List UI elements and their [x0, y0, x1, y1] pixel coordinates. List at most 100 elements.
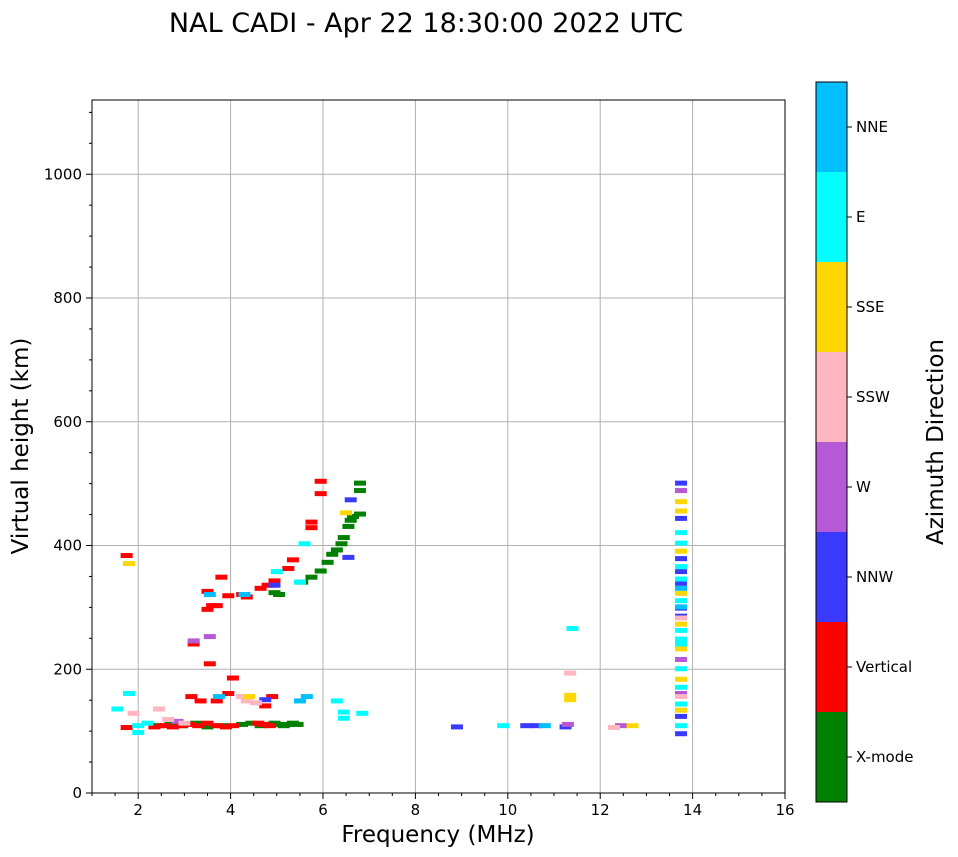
echo-point: [120, 553, 133, 559]
echo-point: [675, 508, 688, 514]
x-tick-label: 10: [498, 801, 517, 819]
colorbar-label-e: E: [856, 208, 865, 226]
echo-point: [259, 697, 272, 703]
echo-point: [132, 729, 145, 735]
echo-point: [305, 525, 318, 531]
echo-point: [282, 566, 295, 572]
echo-point: [213, 694, 226, 700]
echo-point: [342, 554, 355, 560]
echo-point: [203, 661, 216, 667]
x-tick-label: 14: [683, 801, 702, 819]
echo-point: [330, 547, 343, 553]
echo-point: [675, 540, 688, 546]
echo-point: [675, 598, 688, 604]
y-tick-label: 800: [53, 289, 82, 307]
y-tick-label: 1000: [44, 165, 82, 183]
echo-point: [340, 510, 353, 516]
echo-point: [236, 694, 249, 700]
echo-point: [675, 621, 688, 627]
echo-point: [614, 723, 627, 729]
colorbar-label-vertical: Vertical: [856, 658, 912, 676]
echo-point: [675, 684, 688, 690]
echo-point: [201, 720, 214, 726]
echo-point: [120, 725, 133, 731]
echo-point: [675, 713, 688, 719]
echo-point: [675, 636, 688, 642]
echo-point: [243, 694, 256, 700]
echo-point: [529, 723, 542, 729]
echo-point: [675, 515, 688, 521]
colorbar-label-w: W: [856, 478, 871, 496]
azimuth-colorbar: X-mode Vertical NNW W SSW SSE E NNE: [815, 81, 913, 803]
colorbar-frame: [815, 81, 848, 803]
echo-point: [254, 585, 267, 591]
echo-point: [353, 480, 366, 486]
colorbar-label-sse: SSE: [856, 298, 885, 316]
echo-point: [226, 675, 239, 681]
colorbar-segment: [816, 172, 847, 262]
echo-point: [148, 724, 161, 730]
echo-point: [132, 723, 145, 729]
echo-point: [675, 676, 688, 682]
echo-point: [450, 724, 463, 730]
echo-points: [111, 478, 688, 737]
echo-point: [675, 641, 688, 647]
echo-point: [127, 710, 140, 716]
echo-point: [314, 491, 327, 497]
echo-point: [293, 698, 306, 704]
echo-point: [305, 574, 318, 580]
colorbar-segment: [816, 262, 847, 352]
echo-point: [314, 568, 327, 574]
echo-point: [675, 731, 688, 737]
echo-point: [157, 723, 170, 729]
echo-point: [298, 541, 311, 547]
echo-point: [538, 723, 551, 729]
x-tick-label: 12: [591, 801, 610, 819]
echo-point: [520, 723, 533, 729]
x-tick-label: 6: [318, 801, 328, 819]
grid-lines: [92, 100, 785, 793]
echo-point: [201, 588, 214, 594]
echo-point: [215, 574, 228, 580]
echo-point: [675, 480, 688, 486]
echo-point: [259, 703, 272, 709]
echo-point: [675, 646, 688, 652]
colorbar-segment: [816, 82, 847, 172]
echo-point: [675, 556, 688, 562]
echo-point: [353, 511, 366, 517]
echo-point: [675, 666, 688, 672]
echo-point: [171, 718, 184, 724]
echo-point: [330, 698, 343, 704]
echo-point: [286, 557, 299, 563]
echo-point: [185, 694, 198, 700]
echo-point: [564, 692, 577, 698]
echo-point: [201, 724, 214, 730]
echo-point: [291, 721, 304, 727]
echo-point: [187, 638, 200, 644]
echo-point: [675, 580, 688, 586]
colorbar-segment: [816, 442, 847, 532]
echo-point: [141, 720, 154, 726]
echo-point: [335, 541, 348, 547]
echo-point: [194, 698, 207, 704]
echo-point: [337, 535, 350, 541]
echo-point: [497, 723, 510, 729]
echo-point: [675, 576, 688, 582]
echo-point: [675, 691, 688, 696]
echo-point: [675, 656, 688, 662]
echo-point: [305, 519, 318, 525]
echo-point: [344, 497, 357, 503]
y-tick-label: 0: [72, 784, 82, 802]
colorbar-label-nne: NNE: [856, 118, 888, 136]
x-tick-label: 4: [226, 801, 236, 819]
echo-point: [675, 707, 688, 713]
echo-point: [270, 569, 283, 575]
echo-point: [356, 710, 369, 716]
echo-point: [675, 569, 688, 575]
echo-point: [203, 634, 216, 640]
echo-point: [266, 694, 279, 700]
echo-point: [675, 694, 688, 700]
x-axis-ticks: 2 4 6 8 10 12 14 16: [91, 793, 795, 819]
echo-point: [219, 724, 232, 730]
